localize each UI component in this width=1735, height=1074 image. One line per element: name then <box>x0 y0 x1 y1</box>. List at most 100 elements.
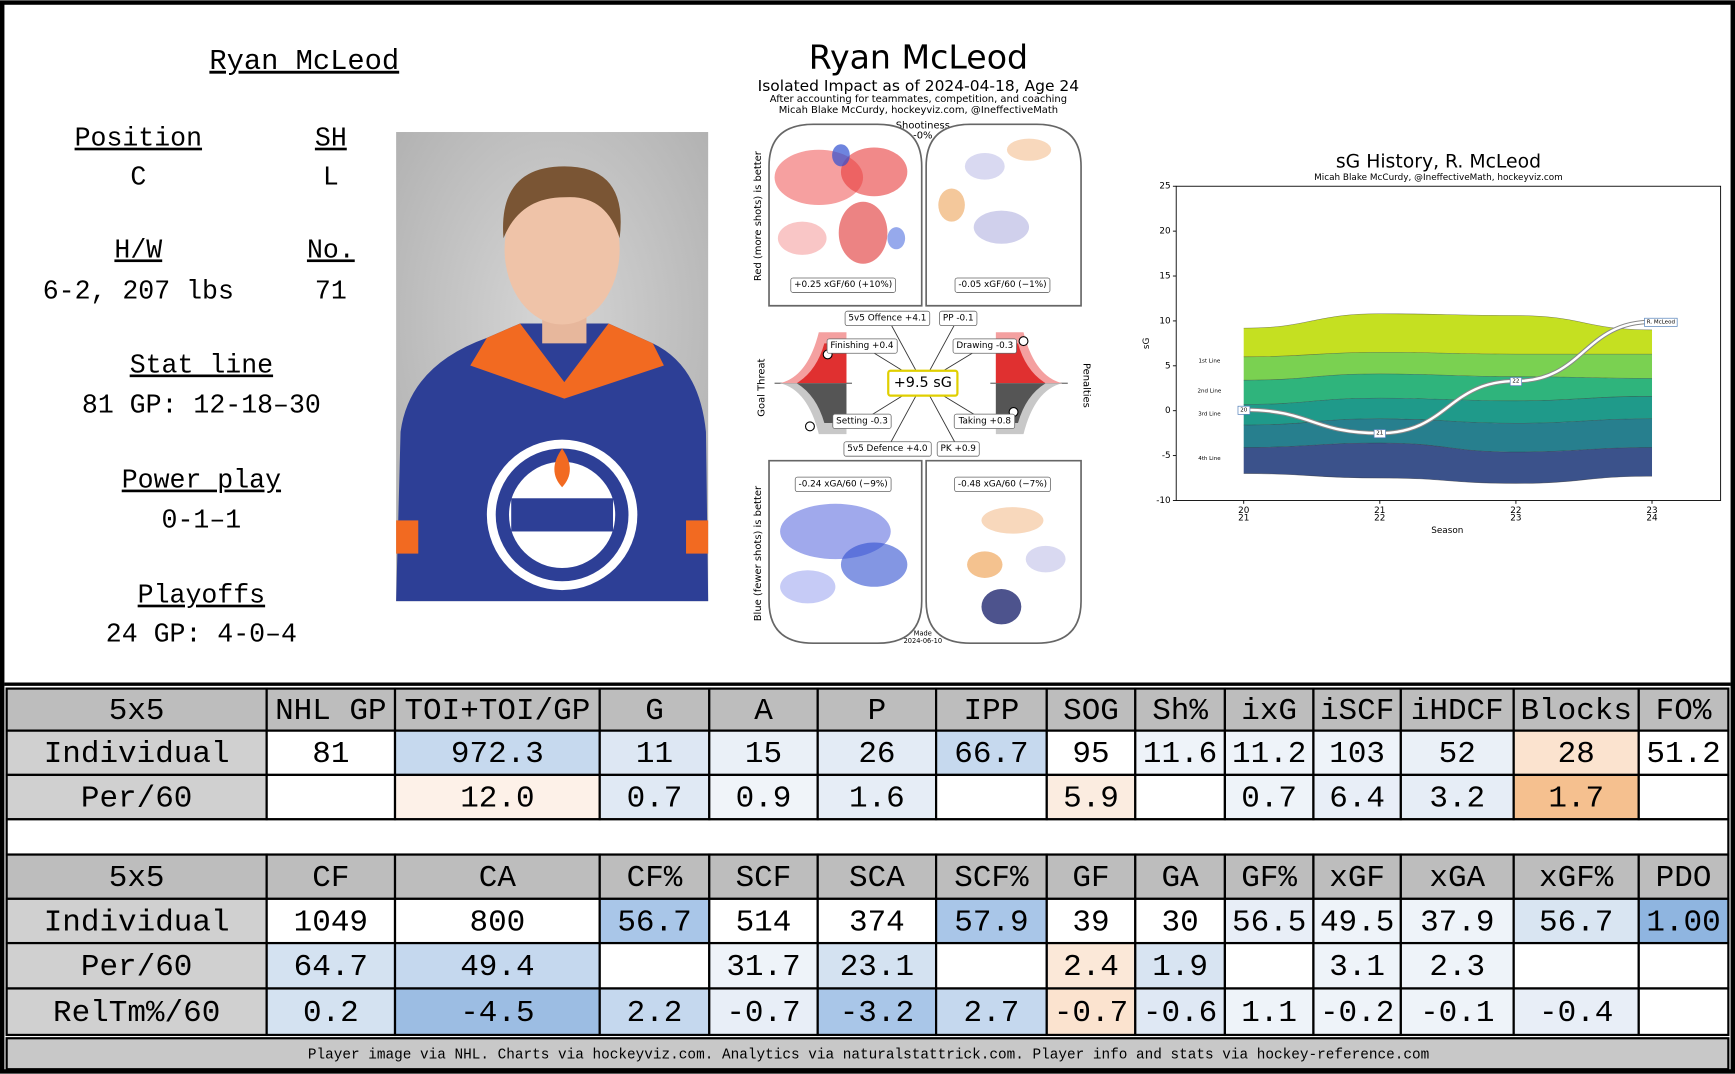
cell-value: -0.1 <box>1420 996 1494 1031</box>
header-cell <box>1312 853 1402 900</box>
y-tick-label: -10 <box>1156 496 1171 506</box>
blob <box>840 147 908 197</box>
cell-value: 103 <box>1329 737 1385 772</box>
table-cell <box>1045 729 1137 777</box>
x-tick-label: 23 <box>1510 514 1521 524</box>
column-header: 5x5 <box>109 694 165 729</box>
cell-value: 5.9 <box>1063 781 1119 816</box>
column-header: SCF <box>736 861 792 896</box>
table-cell <box>934 987 1048 1037</box>
table-cell <box>598 773 711 821</box>
column-header: SCF% <box>954 861 1029 896</box>
point-label: 21 <box>1376 431 1383 437</box>
x-tick-label: 24 <box>1646 514 1658 524</box>
table-cell <box>934 897 1048 945</box>
blob <box>887 227 906 250</box>
field-label: Stat line <box>130 351 273 381</box>
cell-value: Individual <box>44 737 230 772</box>
blob <box>1025 545 1066 573</box>
label-box <box>887 369 959 397</box>
cell-value: 6.4 <box>1329 781 1385 816</box>
column-header: xGF% <box>1539 861 1614 896</box>
header-cell <box>1399 687 1515 732</box>
label-box <box>832 413 892 429</box>
header-cell <box>393 853 601 900</box>
y-tick-label: 10 <box>1159 316 1171 326</box>
header-cell <box>1637 853 1730 900</box>
cell-value: 56.7 <box>1539 905 1613 940</box>
blob <box>838 201 888 264</box>
cell-value: 51.2 <box>1646 737 1720 772</box>
label-box <box>826 338 898 354</box>
cell-value: 30 <box>1162 905 1199 940</box>
table-cell <box>1637 941 1730 990</box>
component-label: Taking +0.8 <box>958 416 1012 426</box>
cell-value: 49.5 <box>1320 905 1394 940</box>
cell-value: 2.3 <box>1429 950 1485 985</box>
field-label: No. <box>307 235 355 265</box>
band <box>1243 418 1653 453</box>
cell-value: 0.7 <box>627 781 683 816</box>
table-cell <box>816 987 938 1037</box>
column-header: NHL GP <box>275 694 387 729</box>
impact-title: Ryan McLeod <box>809 37 1028 76</box>
player-name: Ryan McLeod <box>209 45 399 78</box>
table-cell <box>1223 729 1315 777</box>
stats-tables: 5x5 NHL GP TOI+TOI/GP G A P IPP SOG Sh% ixG iSCF iH… <box>5 687 1730 1037</box>
component-label: PP -0.1 <box>943 313 974 323</box>
label-box <box>954 476 1051 492</box>
table-cell <box>1512 941 1640 990</box>
cell-value: 66.7 <box>954 737 1028 772</box>
table-cell <box>1045 941 1137 990</box>
cell-value: 56.7 <box>617 905 691 940</box>
header-cell <box>1134 687 1227 732</box>
cell-value: Per/60 <box>81 781 193 816</box>
table-cell <box>708 773 819 821</box>
cell-value: -3.2 <box>840 996 914 1031</box>
y-axis-label: sG <box>1142 337 1152 349</box>
table-cell <box>265 729 397 777</box>
table-cell <box>1512 773 1640 821</box>
field-label: Position <box>75 124 202 154</box>
cell-value: 11 <box>636 737 673 772</box>
cell-value: 1.9 <box>1152 950 1208 985</box>
column-header: 5x5 <box>109 861 165 896</box>
column-header: G <box>645 694 664 729</box>
field-value: 6-2, 207 lbs <box>43 276 234 306</box>
dist-shape <box>995 383 1046 424</box>
cell-value: -4.5 <box>460 996 534 1031</box>
table-cell <box>393 729 601 777</box>
column-header: A <box>754 694 773 729</box>
component-label: Drawing -0.3 <box>956 341 1013 351</box>
cell-value: 0.7 <box>1241 781 1297 816</box>
data-point <box>1509 377 1522 387</box>
field-label: SH <box>315 124 347 154</box>
label-box <box>844 310 931 327</box>
point-label: 22 <box>1512 379 1519 385</box>
blob <box>840 542 908 587</box>
component-label: 5v5 Offence +4.1 <box>848 313 926 323</box>
plot-frame <box>1175 185 1722 501</box>
header-cell <box>1223 853 1315 900</box>
cell-value: -0.7 <box>1054 996 1128 1031</box>
blob <box>1006 138 1052 161</box>
band <box>1243 373 1653 405</box>
field-value: 71 <box>315 276 347 306</box>
y-tick-label: 25 <box>1159 182 1170 192</box>
x-tick-label: 22 <box>1510 506 1521 516</box>
data-point <box>1644 317 1678 327</box>
cell-value: 64.7 <box>294 950 368 985</box>
band <box>1243 396 1653 426</box>
table-cell <box>393 941 601 990</box>
table-cell <box>934 729 1048 777</box>
cell-value: 28 <box>1558 737 1595 772</box>
cell-value: 11.2 <box>1232 737 1306 772</box>
cell-value: 57.9 <box>954 905 1028 940</box>
table-cell <box>1045 773 1137 821</box>
field-value: 24 GP: 4-0–4 <box>106 619 297 649</box>
footer-bar <box>5 1037 1730 1071</box>
x-tick-label: 21 <box>1238 514 1249 524</box>
cell-value: RelTm%/60 <box>53 996 220 1031</box>
cell-value: -0.2 <box>1320 996 1394 1031</box>
